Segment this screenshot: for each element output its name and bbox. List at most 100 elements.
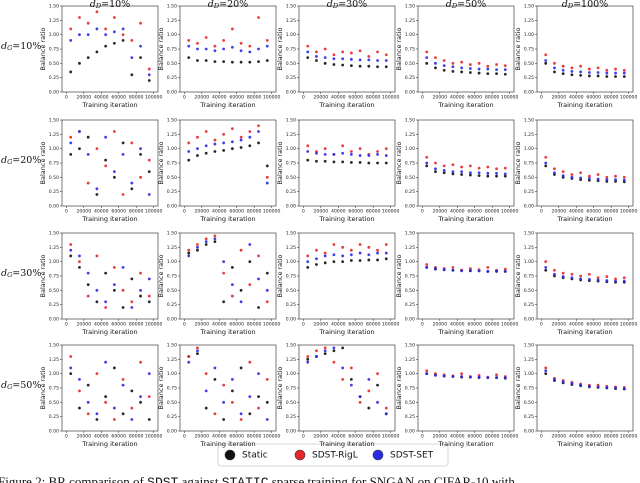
x-tick-label: 60000: [111, 95, 126, 101]
point: [230, 127, 234, 130]
y-tick-label: 1.25: [167, 132, 177, 138]
point: [86, 294, 90, 298]
point: [112, 418, 116, 421]
point: [112, 175, 116, 179]
point: [239, 418, 243, 421]
y-tick-label: 0.25: [524, 75, 534, 81]
point: [130, 300, 134, 304]
point: [341, 151, 345, 155]
point: [239, 366, 243, 370]
y-tick-label: 0.25: [524, 414, 534, 420]
point: [315, 257, 318, 261]
point: [204, 237, 208, 241]
point: [86, 33, 90, 37]
point: [425, 161, 429, 165]
point: [349, 259, 353, 262]
point: [230, 294, 234, 298]
point: [230, 27, 234, 31]
point: [222, 383, 226, 387]
point: [486, 266, 490, 269]
x-tick-label: 20000: [433, 209, 448, 215]
point: [614, 75, 617, 78]
point: [460, 60, 464, 64]
point: [222, 260, 226, 264]
y-tick-label: 1.25: [405, 132, 415, 138]
point: [222, 418, 226, 421]
y-tick-label: 0.25: [286, 189, 296, 195]
point: [230, 283, 234, 286]
point: [95, 418, 99, 421]
point: [147, 79, 151, 82]
x-tick-label: 40000: [94, 95, 109, 101]
point: [78, 406, 81, 410]
point: [239, 135, 243, 139]
label-var: d: [1, 380, 7, 391]
point: [553, 378, 556, 381]
point: [570, 175, 574, 179]
legend-label: Static: [242, 451, 268, 461]
x-tick-label: 60000: [111, 322, 126, 328]
point: [495, 68, 498, 72]
point: [579, 274, 583, 278]
y-tick-label: 0.00: [286, 204, 296, 210]
point: [605, 68, 609, 72]
point: [222, 141, 226, 145]
y-tick-label: 1.25: [524, 18, 534, 24]
point: [367, 258, 371, 262]
x-tick-label: 40000: [212, 209, 227, 215]
y-tick-label: 0.00: [49, 90, 59, 96]
point: [248, 243, 252, 246]
point: [112, 283, 116, 286]
y-tick-label: 0.75: [167, 47, 177, 53]
x-tick-label: 100000: [263, 209, 281, 215]
point: [86, 181, 90, 185]
point: [239, 146, 243, 149]
point: [139, 360, 142, 364]
x-tick-label: 80000: [604, 209, 619, 215]
label-sub: G: [7, 271, 12, 279]
y-axis-label: Balance ratio: [39, 27, 47, 70]
point: [69, 141, 73, 145]
point: [605, 175, 609, 179]
point: [257, 124, 260, 128]
x-tick-label: 40000: [212, 95, 227, 101]
point: [561, 271, 565, 275]
point: [95, 10, 99, 14]
y-tick-label: 0.75: [49, 386, 59, 392]
y-tick-label: 1.00: [405, 32, 415, 38]
point: [139, 400, 142, 404]
x-axis-label: Training iteration: [318, 328, 374, 336]
point: [503, 72, 507, 76]
point: [460, 173, 464, 176]
point: [332, 53, 336, 57]
y-tick-label: 1.00: [524, 259, 534, 265]
point: [187, 44, 191, 48]
y-tick-label: 1.00: [286, 146, 296, 152]
point: [341, 346, 345, 350]
row-label: dG=10%: [1, 41, 41, 53]
point: [222, 400, 226, 404]
point: [239, 49, 243, 53]
point: [248, 130, 252, 133]
x-tick-label: 60000: [467, 322, 482, 328]
label-eq: =20%: [219, 0, 248, 10]
point: [239, 248, 243, 252]
point: [425, 263, 429, 266]
x-tick-label: 60000: [111, 209, 126, 215]
y-axis-label: Balance ratio: [276, 366, 284, 409]
point: [341, 160, 345, 164]
point: [213, 142, 217, 146]
y-tick-label: 1.50: [167, 343, 177, 349]
point: [112, 288, 116, 292]
x-tick-label: 0: [421, 95, 424, 101]
x-tick-label: 100000: [263, 95, 281, 101]
point: [248, 144, 252, 148]
y-tick-label: 0.50: [49, 61, 59, 67]
y-tick-label: 0.25: [49, 189, 59, 195]
point: [86, 153, 90, 156]
point: [587, 67, 591, 71]
x-tick-label: 0: [421, 434, 424, 440]
point: [605, 178, 609, 182]
point: [477, 71, 481, 75]
point: [341, 57, 345, 61]
